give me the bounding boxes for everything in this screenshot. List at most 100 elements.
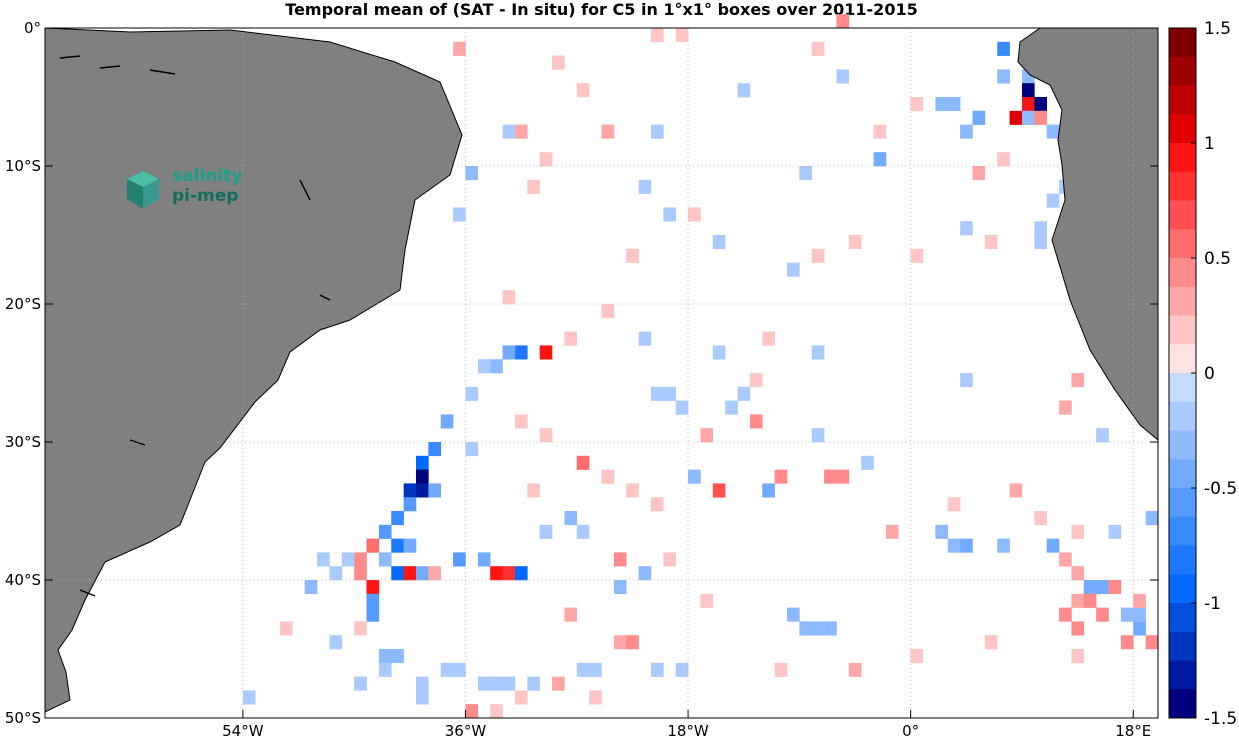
y-tick-label: 0° [24, 19, 41, 37]
heatmap-cell [737, 83, 751, 98]
heatmap-cell [539, 428, 553, 443]
colorbar-tick-label: 1 [1204, 134, 1215, 154]
logo-line-1: salinity [172, 166, 243, 186]
heatmap-cell [1120, 607, 1134, 622]
heatmap-cell [1059, 607, 1072, 622]
heatmap-cell [650, 28, 664, 43]
colorbar-step [1169, 171, 1196, 201]
heatmap-cell [354, 552, 367, 567]
heatmap-cell [502, 124, 516, 139]
heatmap-cell [787, 262, 800, 277]
heatmap-cell [824, 469, 837, 484]
colorbar-step [1169, 660, 1196, 690]
chart-title: Temporal mean of (SAT - In situ) for C5 … [285, 0, 918, 19]
heatmap-cell [749, 414, 763, 429]
heatmap-cell [514, 414, 528, 429]
heatmap-cell [453, 41, 466, 56]
heatmap-cell [552, 676, 565, 691]
heatmap-cell [799, 621, 813, 636]
heatmap-cell [453, 552, 466, 567]
heatmap-cell [1083, 580, 1097, 595]
heatmap-cell [354, 621, 367, 636]
heatmap-cell [1034, 511, 1047, 526]
heatmap-cell [1071, 649, 1085, 664]
colorbar-step [1169, 603, 1196, 633]
heatmap-cell [490, 676, 503, 691]
heatmap-cell [774, 662, 788, 677]
heatmap-cell [416, 676, 429, 691]
y-axis-ticks: 0° 10°S 20°S 30°S 40°S 50°S [5, 19, 1158, 727]
heatmap-cell [1059, 552, 1072, 567]
y-tick-label: 30°S [5, 433, 41, 451]
heatmap-cell [477, 359, 491, 374]
heatmap-cell [1120, 635, 1134, 650]
heatmap-cell [650, 497, 664, 512]
logo-line-2: pi-mep [172, 186, 239, 206]
heatmap-cell [824, 621, 837, 636]
heatmap-cell [428, 442, 442, 457]
heatmap-cell [1021, 83, 1035, 98]
heatmap-cell [416, 455, 429, 470]
heatmap-cell [453, 662, 466, 677]
heatmap-cell [1009, 110, 1023, 125]
heatmap-cell [762, 331, 775, 346]
heatmap-cell [539, 345, 553, 360]
heatmap-cell [910, 649, 924, 664]
heatmap-cell [836, 14, 850, 29]
heatmap-cell [539, 152, 553, 167]
colorbar-ticks: 1.5 1 0.5 0 -0.5 -1 -1.5 [1191, 19, 1237, 729]
heatmap-cell [403, 483, 417, 498]
heatmap-cell [1096, 580, 1109, 595]
heatmap-cell [1071, 621, 1085, 636]
heatmap-cell [848, 235, 862, 250]
heatmap-cell [490, 566, 503, 581]
heatmap-cell [1034, 235, 1047, 250]
heatmap-cell [502, 676, 516, 691]
x-axis-ticks: 54°W 36°W 18°W 0° 18°E [222, 710, 1151, 740]
heatmap-cell [1071, 373, 1085, 388]
coastline-ticks [59, 55, 331, 597]
heatmap-cell [638, 566, 652, 581]
colorbar-step [1169, 28, 1196, 58]
heatmap-cell [848, 662, 862, 677]
heatmap-cell [663, 386, 676, 401]
heatmap-cell [997, 538, 1010, 553]
heatmap-cell [366, 607, 380, 622]
heatmap-cell [416, 469, 429, 484]
heatmap-cell [391, 511, 404, 526]
heatmap-cell [650, 386, 664, 401]
heatmap-cell [749, 373, 763, 388]
heatmap-cell [712, 345, 726, 360]
heatmap-cell [329, 566, 343, 581]
heatmap-cell [465, 442, 479, 457]
heatmap-cell [403, 497, 417, 512]
heatmap-cell [997, 69, 1010, 84]
heatmap-cell [1071, 593, 1085, 608]
land-africa [1017, 27, 1159, 442]
colorbar-step [1169, 459, 1196, 489]
heatmap-cell [1096, 428, 1109, 443]
colorbar-tick-label: -1 [1204, 594, 1221, 614]
colorbar-step [1169, 344, 1196, 374]
heatmap-cell [1133, 593, 1146, 608]
heatmap-cell [762, 483, 775, 498]
heatmap-cell [1046, 124, 1060, 139]
heatmap-cell [1059, 400, 1072, 415]
heatmap-cell [1133, 607, 1146, 622]
heatmap-cell [378, 649, 392, 664]
heatmap-cell [1021, 97, 1035, 112]
colorbar-step [1169, 229, 1196, 259]
heatmap-cell [947, 497, 961, 512]
heatmap-cell [502, 290, 516, 305]
heatmap-cell [650, 662, 664, 677]
heatmap-cell [564, 511, 578, 526]
heatmap-cell [416, 483, 429, 498]
heatmap-cell [539, 524, 553, 539]
y-tick-label: 40°S [5, 571, 41, 589]
heatmap-cell [811, 248, 825, 263]
x-tick-label: 18°W [667, 722, 709, 740]
x-tick-label: 18°E [1115, 722, 1151, 740]
heatmap-cell [329, 635, 343, 650]
heatmap-cell [391, 538, 404, 553]
colorbar-tick-label: 0.5 [1204, 249, 1231, 269]
